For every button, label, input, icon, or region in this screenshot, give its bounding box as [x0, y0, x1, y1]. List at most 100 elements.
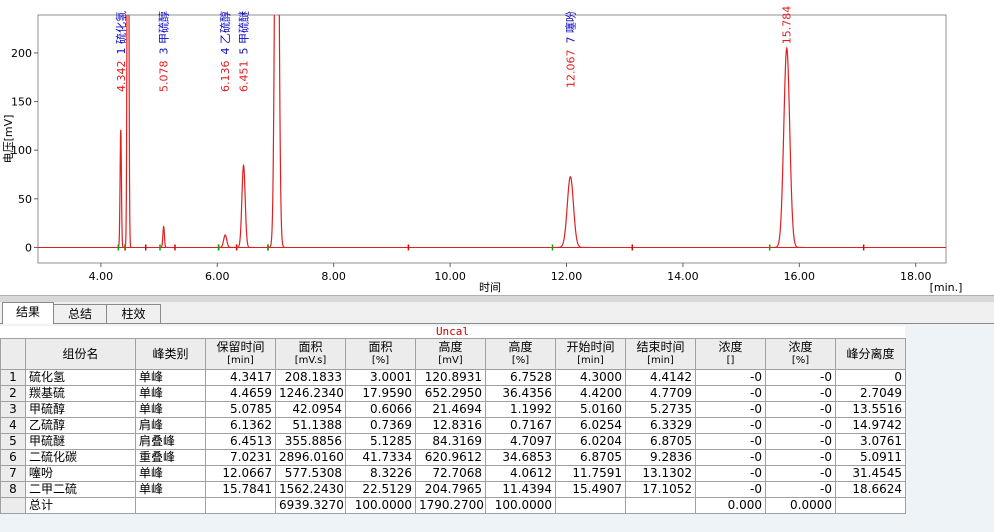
cell: 重叠峰 — [135, 449, 206, 466]
data-row: 4 乙硫醇 肩峰 6.1362 51.1388 0.7369 12.8316 0.7167 6.… — [0, 417, 906, 434]
row-index: 6 — [0, 449, 26, 466]
cell: 355.8856 — [275, 433, 346, 450]
peak-name-label: 4 乙硫醇 — [218, 11, 232, 55]
tab[interactable]: 总结 — [53, 304, 107, 323]
cell — [555, 497, 626, 514]
cell: 11.4394 — [485, 481, 556, 498]
row-index: 7 — [0, 465, 26, 482]
data-row: 1 硫化氢 单峰 4.3417 208.1833 3.0001 120.8931 6.7528… — [0, 369, 906, 386]
row-index: 1 — [0, 369, 26, 386]
column-header: 面积 [%] — [345, 338, 416, 370]
column-header: 结束时间 [min] — [625, 338, 696, 370]
cell: 84.3169 — [415, 433, 486, 450]
cell: 9.2836 — [625, 449, 696, 466]
cell: 2896.0160 — [275, 449, 346, 466]
cell: -0 — [765, 481, 836, 498]
x-tick-label: 12.00 — [551, 270, 583, 283]
splitter[interactable] — [0, 295, 994, 302]
results-table: 组份名 峰类别 保留时间 [min] 面积 [mV.s] 面积 [%] 高度 [mV] 高度 [%] 开… — [0, 338, 906, 514]
cell: 36.4356 — [485, 385, 556, 402]
column-header: 面积 [mV.s] — [275, 338, 346, 370]
column-unit: [min] — [227, 355, 254, 366]
row-index: 3 — [0, 401, 26, 418]
cell: 4.7709 — [625, 385, 696, 402]
x-axis-label: 时间 — [479, 281, 501, 294]
cell: 6.0204 — [555, 433, 626, 450]
cell: 3.0761 — [835, 433, 906, 450]
column-unit: [mV] — [438, 355, 463, 366]
peak-time-label: 6.136 — [219, 61, 232, 93]
corner-cell — [0, 338, 26, 370]
cell: -0 — [695, 417, 766, 434]
column-name: 浓度 — [718, 340, 743, 354]
cell: 17.1052 — [625, 481, 696, 498]
column-header: 浓度[] — [695, 338, 766, 370]
cell: 7.0231 — [205, 449, 276, 466]
cell — [835, 497, 906, 514]
tab[interactable]: 柱效 — [106, 304, 161, 323]
peak-label: 6.136 4 乙硫醇 — [218, 11, 232, 92]
data-row: 2 羰基硫 单峰 4.4659 1246.2340 17.9590 652.2950 36.4… — [0, 385, 906, 402]
plot-area — [38, 15, 946, 251]
peak-time-label: 5.078 — [158, 61, 171, 93]
cell: 42.0954 — [275, 401, 346, 418]
column-name: 结束时间 — [636, 340, 685, 354]
cell: 12.8316 — [415, 417, 486, 434]
cell: 4.4659 — [205, 385, 276, 402]
cell: 硫化氢 — [25, 369, 136, 386]
peak-time-label: 6.451 — [238, 61, 251, 93]
cell: 1246.2340 — [275, 385, 346, 402]
cell — [205, 497, 276, 514]
peak-time-label: 15.784 — [781, 6, 794, 45]
tab[interactable]: 结果 — [2, 302, 54, 324]
cell: 41.7334 — [345, 449, 416, 466]
cell: 甲硫醇 — [25, 401, 136, 418]
y-tick-label: 200 — [11, 47, 32, 60]
cell: 5.2735 — [625, 401, 696, 418]
column-name: 开始时间 — [566, 340, 615, 354]
header-row: 组份名 峰类别 保留时间 [min] 面积 [mV.s] 面积 [%] 高度 [mV] 高度 [%] 开… — [0, 338, 906, 370]
column-name: 保留时间 — [216, 340, 265, 354]
cell: 14.9742 — [835, 417, 906, 434]
cell: 4.3417 — [205, 369, 276, 386]
cell: 6.0254 — [555, 417, 626, 434]
cell: 5.1285 — [345, 433, 416, 450]
cell: 6.7528 — [485, 369, 556, 386]
cell: 5.0785 — [205, 401, 276, 418]
cell: 0.6066 — [345, 401, 416, 418]
peak — [233, 163, 254, 249]
cell: 二硫化碳 — [25, 449, 136, 466]
cell: 4.4200 — [555, 385, 626, 402]
cell: -0 — [765, 369, 836, 386]
column-header: 峰类别 — [135, 338, 206, 370]
y-tick-label: 150 — [11, 96, 32, 109]
cell: 17.9590 — [345, 385, 416, 402]
cell: 肩峰 — [135, 417, 206, 434]
data-row: 3 甲硫醇 单峰 5.0785 42.0954 0.6066 21.4694 1.1992 5.… — [0, 401, 906, 418]
column-name: 峰分离度 — [846, 347, 895, 361]
y-tick-label: 0 — [25, 241, 32, 254]
cell: 208.1833 — [275, 369, 346, 386]
column-name: 高度 — [508, 340, 533, 354]
peak-name-label: 1 硫化氢 — [114, 11, 128, 55]
data-row: 8 二甲二硫 单峰 15.7841 1562.2430 22.5129 204.7965 11… — [0, 481, 906, 498]
cell: -0 — [695, 369, 766, 386]
column-header: 组份名 — [25, 338, 136, 370]
cell: 620.9612 — [415, 449, 486, 466]
cell: 72.7068 — [415, 465, 486, 482]
column-unit: [%] — [371, 355, 390, 366]
column-header: 峰分离度 — [835, 338, 906, 370]
cell: 6.1362 — [205, 417, 276, 434]
data-row: 7 噻吩 单峰 12.0667 577.5308 8.3226 72.7068 4.0612 1… — [0, 465, 906, 482]
x-tick-label: 8.00 — [321, 270, 346, 283]
cell: -0 — [695, 385, 766, 402]
column-unit: [mV.s] — [294, 355, 327, 366]
total-row: 总计 6939.3270 100.0000 1790.2700 100.0000 0.00… — [0, 497, 906, 514]
tab-bar: 结果 总结 柱效 — [0, 302, 994, 324]
plot-frame — [37, 14, 947, 264]
table-title: Uncal — [0, 326, 905, 338]
cell: 31.4545 — [835, 465, 906, 482]
cell: 4.0612 — [485, 465, 556, 482]
column-unit: [%] — [511, 355, 530, 366]
cell: 1790.2700 — [415, 497, 486, 514]
